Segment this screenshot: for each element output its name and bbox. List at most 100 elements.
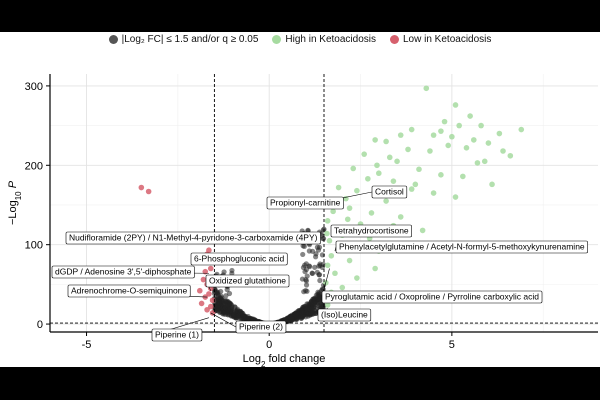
point-not-significant — [303, 282, 310, 288]
annotation-box — [235, 320, 287, 334]
point-not-significant — [320, 236, 327, 242]
point-not-significant — [289, 316, 295, 323]
point-high-ketoacidosis — [481, 158, 488, 165]
point-high-ketoacidosis — [496, 130, 503, 137]
legend-label-low: Low in Ketoacidosis — [403, 34, 492, 45]
point-high-ketoacidosis — [412, 181, 419, 188]
point-high-ketoacidosis — [350, 165, 357, 172]
legend-item-low: Low in Ketoacidosis — [390, 34, 491, 45]
annotation-label: Piperine (1) — [155, 329, 199, 339]
annotation-label: Piperine (2) — [239, 321, 283, 331]
y-axis-title: −Log10 P — [7, 180, 23, 225]
point-high-ketoacidosis — [430, 190, 437, 196]
point-high-ketoacidosis — [361, 151, 367, 157]
y-tick-label: 200 — [25, 160, 43, 172]
point-low-ketoacidosis — [207, 265, 214, 272]
point-not-significant — [215, 294, 221, 300]
point-not-significant — [309, 248, 316, 254]
point-high-ketoacidosis — [470, 137, 477, 143]
legend-swatch-low — [390, 35, 399, 44]
annotation-box — [317, 308, 372, 322]
point-low-ketoacidosis — [145, 188, 152, 195]
legend-item-high: High in Ketoacidosis — [272, 34, 376, 45]
point-low-ketoacidosis — [207, 303, 214, 310]
point-high-ketoacidosis — [408, 126, 415, 133]
point-high-ketoacidosis — [354, 187, 360, 194]
point-not-significant — [231, 312, 237, 318]
point-high-ketoacidosis — [427, 148, 433, 154]
point-high-ketoacidosis — [408, 186, 415, 192]
point-not-significant — [300, 313, 307, 319]
point-high-ketoacidosis — [441, 118, 448, 125]
point-not-significant — [302, 269, 308, 275]
point-high-ketoacidosis — [365, 175, 371, 182]
point-not-significant — [317, 261, 323, 267]
point-high-ketoacidosis — [372, 265, 378, 272]
y-tick-label: 0 — [37, 319, 43, 331]
annotation-box — [371, 185, 408, 199]
point-low-ketoacidosis — [196, 287, 203, 294]
annotation-label: Adrenochrome-O-semiquinone — [71, 285, 187, 295]
annotation-label: 6-Phosphogluconic acid — [194, 253, 285, 263]
point-not-significant — [245, 316, 251, 322]
point-high-ketoacidosis — [438, 128, 444, 134]
point-high-ketoacidosis — [463, 145, 470, 151]
point-not-significant — [315, 289, 321, 295]
point-low-ketoacidosis — [204, 306, 210, 313]
point-high-ketoacidosis — [449, 133, 455, 140]
point-not-significant — [300, 251, 306, 258]
legend-swatch-high — [272, 35, 282, 44]
annotation-label: Pyroglutamic acid / Oxoproline / Pyrroli… — [325, 291, 539, 301]
point-high-ketoacidosis — [518, 126, 525, 133]
point-not-significant — [229, 270, 235, 276]
point-not-significant — [305, 227, 311, 233]
point-not-significant — [302, 288, 309, 294]
point-high-ketoacidosis — [452, 194, 459, 200]
point-high-ketoacidosis — [383, 138, 389, 145]
point-not-significant — [310, 296, 316, 302]
annotation-box — [151, 328, 203, 342]
point-high-ketoacidosis — [354, 275, 360, 281]
annotation-box — [67, 284, 191, 298]
point-high-ketoacidosis — [394, 158, 400, 165]
point-low-ketoacidosis — [198, 300, 205, 307]
point-high-ketoacidosis — [405, 146, 411, 153]
point-high-ketoacidosis — [324, 302, 331, 308]
point-high-ketoacidosis — [383, 198, 389, 204]
point-not-significant — [306, 263, 312, 269]
point-not-significant — [240, 310, 246, 317]
point-not-significant — [308, 310, 314, 316]
point-high-ketoacidosis — [474, 160, 481, 166]
y-tick-label: 300 — [25, 81, 43, 93]
point-high-ketoacidosis — [372, 137, 378, 143]
point-not-significant — [317, 277, 323, 284]
point-high-ketoacidosis — [324, 262, 331, 269]
point-high-ketoacidosis — [467, 113, 473, 119]
point-high-ketoacidosis — [460, 173, 466, 180]
point-high-ketoacidosis — [346, 205, 353, 211]
legend-label-high: High in Ketoacidosis — [285, 34, 376, 45]
point-high-ketoacidosis — [339, 284, 346, 291]
point-not-significant — [314, 244, 321, 250]
point-high-ketoacidosis — [376, 170, 382, 177]
point-high-ketoacidosis — [507, 152, 514, 159]
point-low-ketoacidosis — [138, 184, 145, 191]
annotation-label: Nudifloramide (2PY) / N1-Methyl-4-pyrido… — [69, 232, 318, 242]
x-axis-title: Log2 fold change — [243, 353, 326, 367]
annotation-label: Cortisol — [375, 186, 404, 196]
legend-label-ns: |Log₂ FC| ≤ 1.5 and/or q ≥ 0.05 — [121, 34, 259, 45]
point-high-ketoacidosis — [390, 178, 397, 184]
point-low-ketoacidosis — [200, 276, 207, 283]
point-low-ketoacidosis — [206, 291, 212, 297]
point-high-ketoacidosis — [423, 85, 430, 92]
annotation-box — [190, 252, 288, 266]
point-not-significant — [212, 286, 218, 292]
annotation-label: Oxidized glutathione — [209, 275, 286, 285]
x-tick-label: 0 — [266, 339, 272, 351]
point-high-ketoacidosis — [489, 181, 495, 188]
annotation-box — [330, 224, 412, 238]
point-not-significant — [225, 306, 231, 313]
point-high-ketoacidosis — [386, 154, 393, 161]
annotation-label: (Iso)Leucine — [321, 309, 368, 319]
